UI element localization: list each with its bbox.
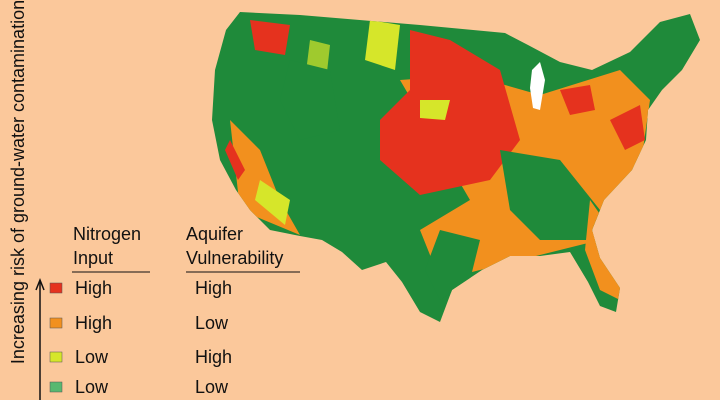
legend-nitrogen: Low [75,347,109,367]
legend-header: Input [73,248,113,268]
legend-aquifer: Low [195,313,229,333]
legend-swatch [49,282,63,294]
axis-label: Increasing risk of ground-water contamin… [8,0,28,364]
legend-nitrogen: High [75,313,112,333]
legend-aquifer: Low [195,377,229,397]
legend-swatch [49,351,63,363]
lake-michigan [530,62,545,110]
legend-nitrogen: High [75,278,112,298]
legend-aquifer: High [195,278,232,298]
legend-swatch [49,317,63,329]
legend-header: Aquifer [186,224,243,244]
us-map [212,12,700,322]
legend-aquifer: High [195,347,232,367]
risk-arrow-head [35,277,45,291]
legend-header: Nitrogen [73,224,141,244]
legend-nitrogen: Low [75,377,109,397]
legend-header: Vulnerability [186,248,283,268]
legend-swatch [49,381,63,393]
